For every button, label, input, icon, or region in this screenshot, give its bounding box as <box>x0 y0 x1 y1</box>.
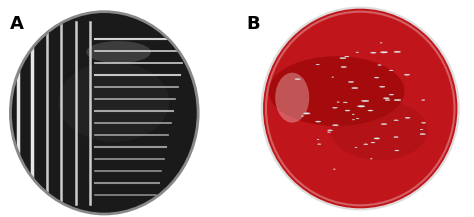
Ellipse shape <box>420 129 423 130</box>
Ellipse shape <box>383 98 389 99</box>
Ellipse shape <box>381 123 387 125</box>
Text: A: A <box>9 15 23 33</box>
Ellipse shape <box>318 144 321 145</box>
Ellipse shape <box>303 113 310 114</box>
Ellipse shape <box>389 70 393 71</box>
Ellipse shape <box>395 150 399 151</box>
Ellipse shape <box>275 73 309 123</box>
Ellipse shape <box>374 138 380 139</box>
Ellipse shape <box>356 118 359 119</box>
Ellipse shape <box>405 117 410 118</box>
Ellipse shape <box>394 99 401 101</box>
Ellipse shape <box>404 74 410 75</box>
Ellipse shape <box>348 81 354 82</box>
Ellipse shape <box>343 102 347 103</box>
Ellipse shape <box>341 66 346 67</box>
Ellipse shape <box>333 107 337 108</box>
Ellipse shape <box>331 100 428 160</box>
Ellipse shape <box>352 114 355 115</box>
Ellipse shape <box>328 130 333 131</box>
Ellipse shape <box>340 58 346 59</box>
Ellipse shape <box>58 62 169 142</box>
Ellipse shape <box>364 144 368 145</box>
Ellipse shape <box>394 51 401 53</box>
Ellipse shape <box>380 52 388 53</box>
Ellipse shape <box>352 87 358 89</box>
Ellipse shape <box>355 147 357 148</box>
Ellipse shape <box>362 100 369 102</box>
Ellipse shape <box>421 122 426 123</box>
Ellipse shape <box>332 125 338 126</box>
Ellipse shape <box>345 56 349 57</box>
Ellipse shape <box>389 94 394 95</box>
Ellipse shape <box>420 133 426 135</box>
Ellipse shape <box>316 64 319 65</box>
Ellipse shape <box>317 139 319 140</box>
Ellipse shape <box>371 52 376 53</box>
Ellipse shape <box>9 10 200 215</box>
Ellipse shape <box>394 137 398 138</box>
Ellipse shape <box>368 110 373 111</box>
Ellipse shape <box>316 121 321 122</box>
Text: B: B <box>246 15 260 33</box>
Ellipse shape <box>261 7 460 210</box>
Ellipse shape <box>263 9 457 208</box>
Ellipse shape <box>356 52 359 53</box>
Ellipse shape <box>268 56 404 126</box>
Ellipse shape <box>374 77 379 78</box>
Ellipse shape <box>357 105 365 107</box>
Ellipse shape <box>371 142 375 143</box>
Ellipse shape <box>12 13 197 213</box>
Ellipse shape <box>380 86 385 87</box>
Ellipse shape <box>295 79 301 80</box>
Ellipse shape <box>86 41 151 63</box>
Ellipse shape <box>394 120 398 121</box>
Ellipse shape <box>345 110 350 111</box>
